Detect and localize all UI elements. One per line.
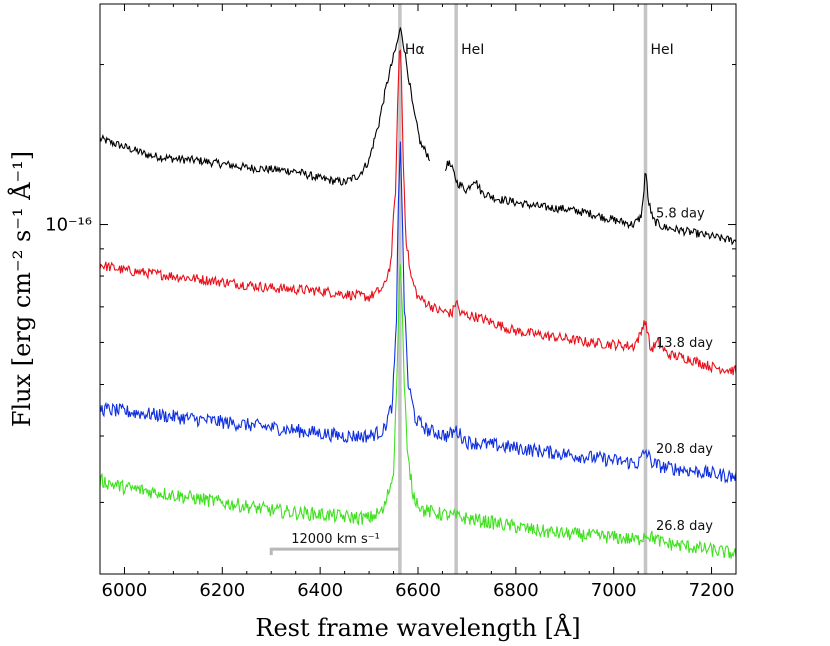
x-tick-label-4: 6800	[493, 580, 539, 601]
series-line-0	[99, 27, 737, 246]
x-tick-label-2: 6400	[297, 580, 343, 601]
series-label-1: 13.8 day	[656, 336, 713, 351]
series-label-3: 26.8 day	[656, 519, 713, 534]
x-tick-label-5: 7000	[591, 580, 637, 601]
line-marker-label-1: HeI	[461, 42, 484, 58]
series-layer	[99, 27, 737, 559]
line-marker-label-0: Hα	[405, 42, 425, 58]
y-tick-label: 10⁻¹⁶	[45, 215, 92, 236]
line-marker-label-2: HeI	[650, 42, 673, 58]
series-label-0: 5.8 day	[656, 206, 705, 221]
y-axis-title: Flux [erg cm⁻² s⁻¹ Å⁻¹]	[7, 151, 36, 427]
x-tick-label-1: 6200	[199, 580, 245, 601]
x-tick-label-3: 6600	[395, 580, 441, 601]
x-tick-label-6: 7200	[689, 580, 735, 601]
axis-ticks: 6000 6200 6400 6600 6800 7000 7200 10⁻¹⁶	[45, 4, 737, 601]
velocity-bar	[269, 547, 400, 556]
plot-frame	[99, 3, 737, 575]
velocity-bar-label: 12000 km s⁻¹	[291, 532, 380, 547]
annotation-layer: Hα HeI HeI 5.8 day 13.8 day 20.8 day 26.8 day 1…	[269, 42, 713, 556]
series-line-3	[99, 264, 737, 559]
series-line-2	[99, 141, 737, 484]
x-tick-label-0: 6000	[102, 580, 148, 601]
series-label-2: 20.8 day	[656, 442, 713, 457]
x-axis-title: Rest frame wavelength [Å]	[255, 613, 580, 642]
series-line-1	[99, 49, 737, 376]
line-marker-layer	[398, 4, 648, 574]
